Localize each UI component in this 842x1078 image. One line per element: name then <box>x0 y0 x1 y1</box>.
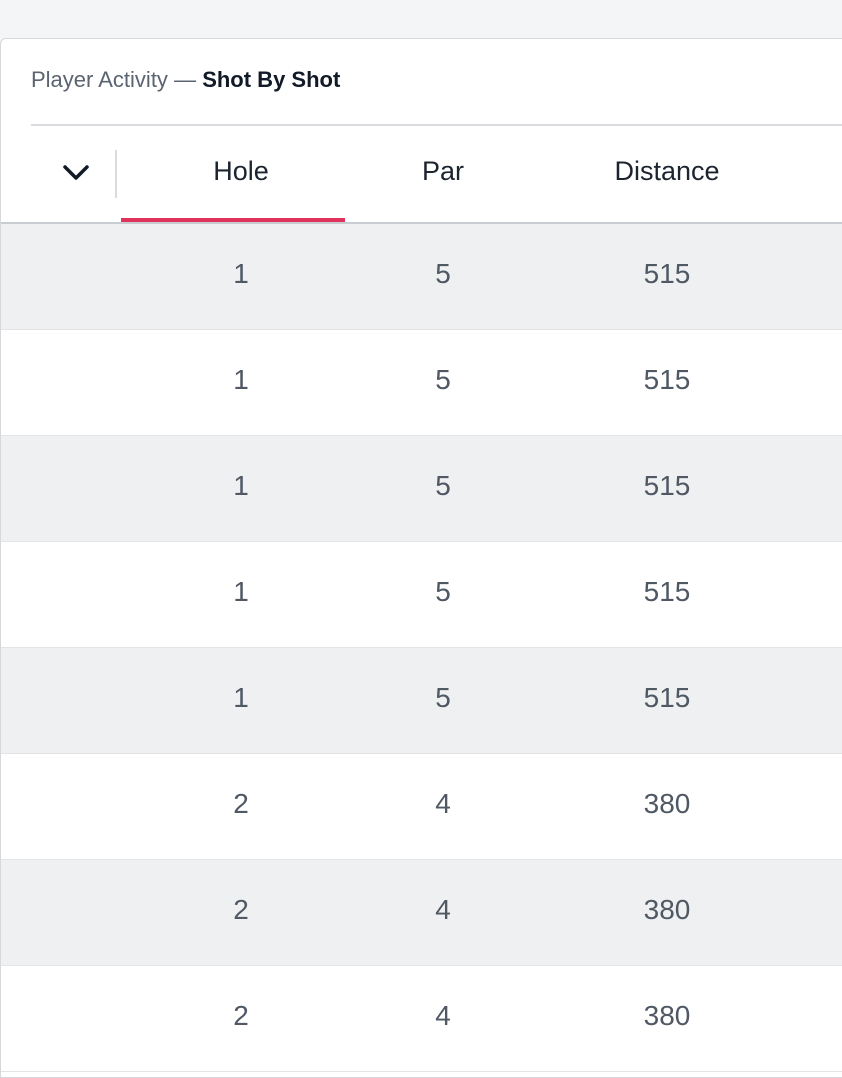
table-cell: 515 <box>643 682 691 713</box>
table-cell: 5 <box>435 470 451 501</box>
table-cell: 515 <box>643 258 691 289</box>
table-row[interactable]: 2 4 380 <box>1 966 842 1072</box>
card: Player Activity — Shot By Shot Hole Par … <box>0 38 842 1078</box>
column-header[interactable]: Distance <box>614 156 720 186</box>
table-cell: 4 <box>435 894 451 925</box>
breadcrumb-separator: — <box>174 67 197 92</box>
table-row[interactable]: 2 4 380 <box>1 860 842 966</box>
table-cell: 5 <box>435 364 451 395</box>
table-cell: 1 <box>233 470 249 501</box>
table-row[interactable]: 2 4 380 <box>1 754 842 860</box>
table-cell: 5 <box>435 576 451 607</box>
table-cell: 4 <box>435 788 451 819</box>
expand-toggle[interactable] <box>61 162 91 182</box>
table-cell: 380 <box>643 1000 691 1031</box>
table-cell: 5 <box>435 682 451 713</box>
table-cell: 1 <box>233 364 249 395</box>
table-row[interactable]: 1 5 515 <box>1 330 842 436</box>
table-row[interactable]: 1 5 515 <box>1 224 842 330</box>
table-cell: 380 <box>643 788 691 819</box>
breadcrumb-title: Shot By Shot <box>202 67 341 92</box>
table-header: Hole Par Distance <box>1 126 842 224</box>
column-header[interactable]: Hole <box>213 156 269 186</box>
divider <box>31 124 842 126</box>
table-cell: 515 <box>643 470 691 501</box>
table-cell: 1 <box>233 682 249 713</box>
table-row[interactable]: 1 5 515 <box>1 436 842 542</box>
table-row[interactable]: 1 5 515 <box>1 542 842 648</box>
table-cell: 1 <box>233 258 249 289</box>
table-cell: 2 <box>233 894 249 925</box>
table-body: 1 5 515 1 5 515 1 5 515 1 5 515 1 5 515 2 4 380 2 4 380 2 4 380 <box>1 224 842 1072</box>
table-cell: 515 <box>643 364 691 395</box>
active-indicator <box>121 218 345 222</box>
breadcrumb-section[interactable]: Player Activity <box>31 67 168 92</box>
table-cell: 5 <box>435 258 451 289</box>
header-separator <box>115 150 117 198</box>
table-cell: 2 <box>233 1000 249 1031</box>
breadcrumb: Player Activity — Shot By Shot <box>31 67 340 93</box>
table-cell: 380 <box>643 894 691 925</box>
table-cell: 2 <box>233 788 249 819</box>
column-header[interactable]: Par <box>421 156 465 186</box>
table-cell: 4 <box>435 1000 451 1031</box>
table-row[interactable]: 1 5 515 <box>1 648 842 754</box>
table-cell: 515 <box>643 576 691 607</box>
table-cell: 1 <box>233 576 249 607</box>
